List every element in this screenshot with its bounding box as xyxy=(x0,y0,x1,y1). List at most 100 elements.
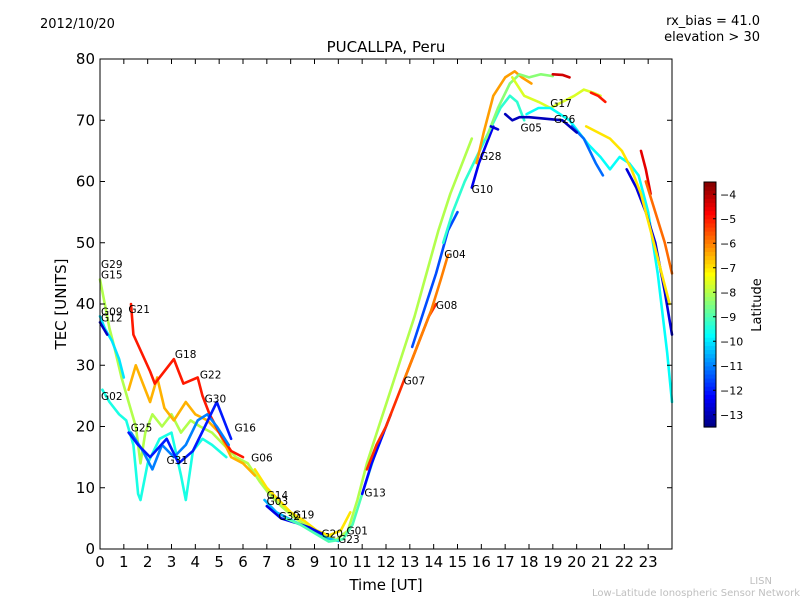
colorbar-tick-label: −6 xyxy=(720,237,736,250)
colorbar-segment xyxy=(704,239,716,244)
colorbar-segment xyxy=(704,202,716,208)
colorbar-segment xyxy=(704,357,716,363)
colorbar-segment xyxy=(704,251,716,257)
y-tick-label: 20 xyxy=(76,418,95,436)
footer-brand: LISN xyxy=(749,576,772,587)
tec-series-21 xyxy=(510,76,602,110)
colorbar-segment xyxy=(704,194,716,199)
colorbar-segment xyxy=(704,235,716,240)
tec-series-30 xyxy=(644,180,674,275)
tec-series-0 xyxy=(98,137,474,542)
plot-marks xyxy=(98,70,674,543)
satellite-label: G20 xyxy=(321,529,343,541)
colorbar-segment xyxy=(704,263,716,269)
tec-series-14 xyxy=(403,253,450,379)
satellite-label: G31 xyxy=(167,455,189,467)
colorbar-segment xyxy=(704,267,716,273)
satellite-label: G14 xyxy=(267,490,289,502)
date-label: 2012/10/20 xyxy=(40,17,115,32)
x-tick-label: 16 xyxy=(472,553,491,571)
colorbar-segment xyxy=(704,398,716,404)
footer-network: Low-Latitude Ionospheric Sensor Network xyxy=(592,588,800,599)
axis-ticks: 0 1 2 3 4 5 6 7 8 9 10 11 12 13 14 15 16 17 18 19 20 21 22 2301… xyxy=(76,50,672,571)
x-tick-label: 4 xyxy=(191,553,201,571)
y-tick-label: 50 xyxy=(76,234,95,252)
x-tick-label: 20 xyxy=(567,553,586,571)
colorbar-segment xyxy=(704,304,716,310)
tec-series-17 xyxy=(441,94,526,245)
colorbar-segment xyxy=(704,365,716,371)
satellite-label: G13 xyxy=(364,488,386,500)
satellite-label: G22 xyxy=(200,369,222,381)
satellite-label: G08 xyxy=(436,300,458,312)
tec-series-7 xyxy=(98,321,109,336)
colorbar-tick-label: −5 xyxy=(720,213,736,226)
satellite-label: G12 xyxy=(101,312,123,324)
colorbar-segment xyxy=(704,218,716,224)
colorbar-segment xyxy=(704,259,716,265)
tec-series-18 xyxy=(475,70,533,165)
tec-series-23 xyxy=(525,106,674,404)
x-tick-label: 5 xyxy=(214,553,224,571)
tec-series-16 xyxy=(470,125,495,189)
satellite-label: G23 xyxy=(338,534,360,546)
colorbar-tick-label: −12 xyxy=(720,384,743,397)
x-tick-label: 19 xyxy=(543,553,562,571)
tec-series-28 xyxy=(584,125,671,306)
satellite-label: G10 xyxy=(472,184,494,196)
tec-series-29 xyxy=(639,149,652,196)
colorbar-segment xyxy=(704,333,716,338)
y-tick-label: 60 xyxy=(76,173,95,191)
colorbar-segment xyxy=(704,382,716,387)
x-tick-label: 23 xyxy=(639,553,658,571)
colorbar-tick-label: −9 xyxy=(720,311,736,324)
colorbar-segment xyxy=(704,361,716,367)
colorbar-segment xyxy=(704,312,716,318)
colorbar-tick-label: −11 xyxy=(720,360,743,373)
tec-series-19 xyxy=(484,73,555,140)
satellite-label: G04 xyxy=(444,249,466,261)
colorbar-label: Latitude xyxy=(750,278,765,332)
colorbar-segment xyxy=(704,198,716,204)
colorbar-segment xyxy=(704,280,716,285)
satellite-label: G32 xyxy=(279,511,301,523)
colorbar-tick-label: −4 xyxy=(720,188,736,201)
elevation-label: elevation > 30 xyxy=(664,30,760,45)
colorbar: −4 −5 −6 −7 −8 −9 −10 −11 −12 −13 Latitude xyxy=(703,181,765,428)
x-tick-label: 22 xyxy=(615,553,634,571)
colorbar-segment xyxy=(704,288,716,293)
colorbar-segment xyxy=(704,341,716,346)
colorbar-segment xyxy=(704,284,716,289)
colorbar-segment xyxy=(704,369,716,375)
colorbar-segment xyxy=(704,226,716,232)
y-tick-label: 0 xyxy=(85,540,95,558)
colorbar-segment xyxy=(704,231,716,236)
colorbar-segment xyxy=(704,210,716,216)
y-tick-label: 10 xyxy=(76,479,95,497)
satellite-label: G21 xyxy=(128,304,150,316)
colorbar-tick-label: −8 xyxy=(720,286,736,299)
colorbar-segment xyxy=(704,292,716,297)
y-axis-label: TEC [UNITS] xyxy=(52,259,70,351)
y-tick-label: 70 xyxy=(76,111,95,129)
colorbar-segment xyxy=(704,190,716,195)
satellite-label: G03 xyxy=(267,496,289,508)
colorbar-tick-label: −10 xyxy=(720,335,743,348)
colorbar-segment xyxy=(704,275,716,281)
x-tick-label: 11 xyxy=(353,553,372,571)
colorbar-segment xyxy=(704,206,716,212)
satellite-label: G29 xyxy=(101,259,123,271)
satellite-label: G02 xyxy=(101,391,123,403)
colorbar-segment xyxy=(704,271,716,277)
x-axis-label: Time [UT] xyxy=(348,576,422,594)
colorbar-segment xyxy=(704,390,716,395)
tec-series-20 xyxy=(551,73,571,79)
tec-series-5 xyxy=(127,400,233,465)
tec-series-13 xyxy=(365,302,438,471)
tec-series-15 xyxy=(410,210,459,349)
colorbar-segment xyxy=(704,349,716,355)
x-tick-label: 13 xyxy=(400,553,419,571)
x-tick-label: 2 xyxy=(143,553,153,571)
colorbar-segment xyxy=(704,222,716,228)
